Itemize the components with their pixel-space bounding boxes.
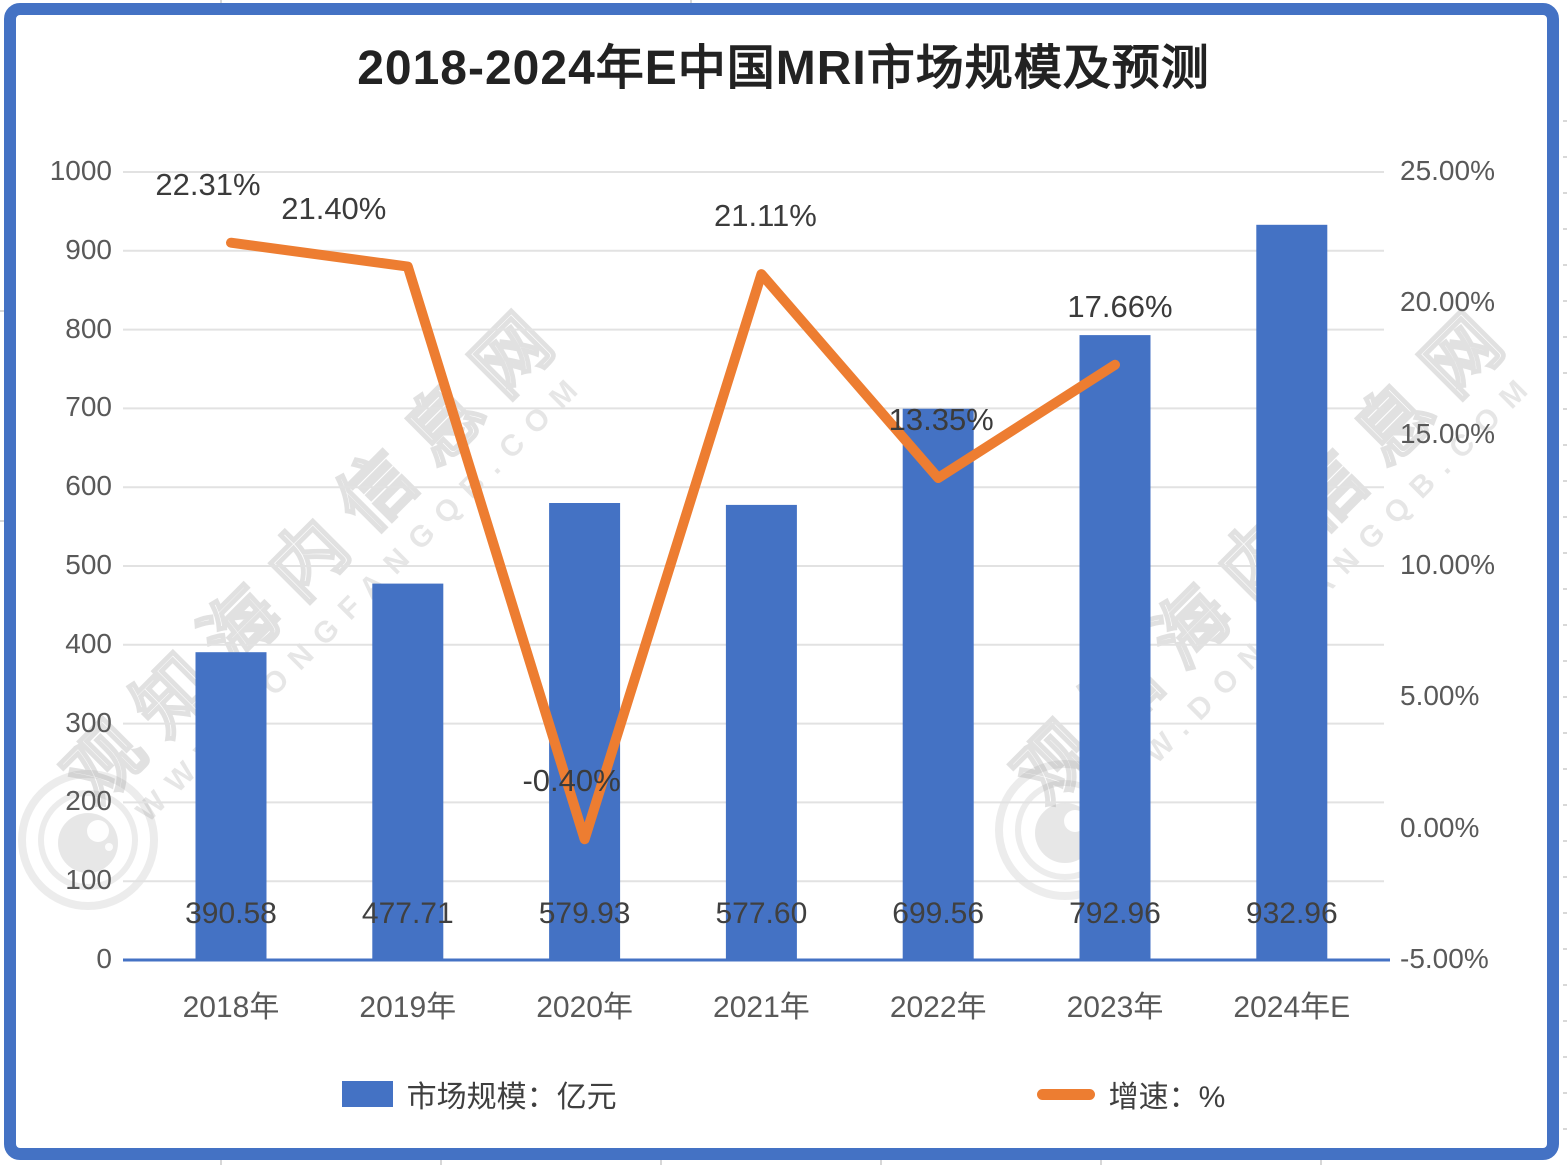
sheet-gridline: [1563, 948, 1567, 950]
sheet-gridline: [1563, 984, 1567, 986]
sheet-gridline: [660, 1160, 662, 1165]
chart-title: 2018-2024年E中国MRI市场规模及预测: [357, 42, 1210, 95]
sheet-gridline: [880, 1160, 882, 1165]
bar-2020年: [549, 503, 621, 960]
sheet-gridline: [1563, 732, 1567, 734]
sheet-gridline: [690, 0, 692, 4]
bar-2024年E: [1256, 224, 1328, 961]
sheet-gridline: [1100, 1160, 1102, 1165]
bar-2018年: [195, 652, 267, 960]
growth-line: [226, 237, 1120, 845]
legend-item-growth: 增速：%: [1036, 1072, 1226, 1116]
sheet-gridline: [1563, 408, 1567, 410]
bar-2021年: [725, 504, 797, 960]
sheet-gridline: [1563, 480, 1567, 482]
sheet-gridline: [1563, 264, 1567, 266]
sheet-gridline: [1320, 1160, 1322, 1165]
bar-2022年: [902, 408, 974, 960]
legend-bar-swatch-icon: [341, 1081, 393, 1107]
sheet-gridline: [1563, 696, 1567, 698]
sheet-gridline: [1563, 660, 1567, 662]
sheet-gridline: [1563, 876, 1567, 878]
sheet-gridline: [1563, 444, 1567, 446]
sheet-gridline: [1563, 372, 1567, 374]
bar-2023年: [1079, 335, 1151, 961]
sheet-gridline: [1563, 804, 1567, 806]
legend: 市场规模：亿元 增速：%: [0, 1072, 1567, 1116]
bar-2019年: [372, 583, 444, 960]
legend-bar-label: 市场规模：亿元: [406, 1081, 617, 1114]
sheet-gridline: [1563, 1020, 1567, 1022]
sheet-gridline: [1563, 516, 1567, 518]
sheet-gridline: [220, 0, 222, 4]
sheet-gridline: [1563, 588, 1567, 590]
legend-line-swatch-icon: [1036, 1088, 1095, 1100]
sheet-gridline: [1563, 192, 1567, 194]
sheet-gridline: [1563, 840, 1567, 842]
sheet-gridline: [0, 520, 4, 522]
sheet-gridline: [440, 1160, 442, 1165]
sheet-gridline: [1563, 300, 1567, 302]
legend-item-market-size: 市场规模：亿元: [341, 1072, 617, 1116]
sheet-gridline: [0, 310, 4, 312]
sheet-gridline: [1563, 1056, 1567, 1058]
sheet-gridline: [1563, 768, 1567, 770]
sheet-gridline: [1563, 912, 1567, 914]
chart-border-frame: [4, 3, 1559, 1160]
sheet-gridline: [1563, 624, 1567, 626]
sheet-gridline: [220, 1160, 222, 1165]
sheet-gridline: [1563, 156, 1567, 158]
legend-line-label: 增速：%: [1108, 1081, 1226, 1114]
sheet-gridline: [1563, 336, 1567, 338]
sheet-gridline: [1563, 228, 1567, 230]
sheet-gridline: [1563, 552, 1567, 554]
sheet-gridline: [1563, 1128, 1567, 1130]
sheet-gridline: [1563, 120, 1567, 122]
sheet-gridline: [1563, 1092, 1567, 1094]
